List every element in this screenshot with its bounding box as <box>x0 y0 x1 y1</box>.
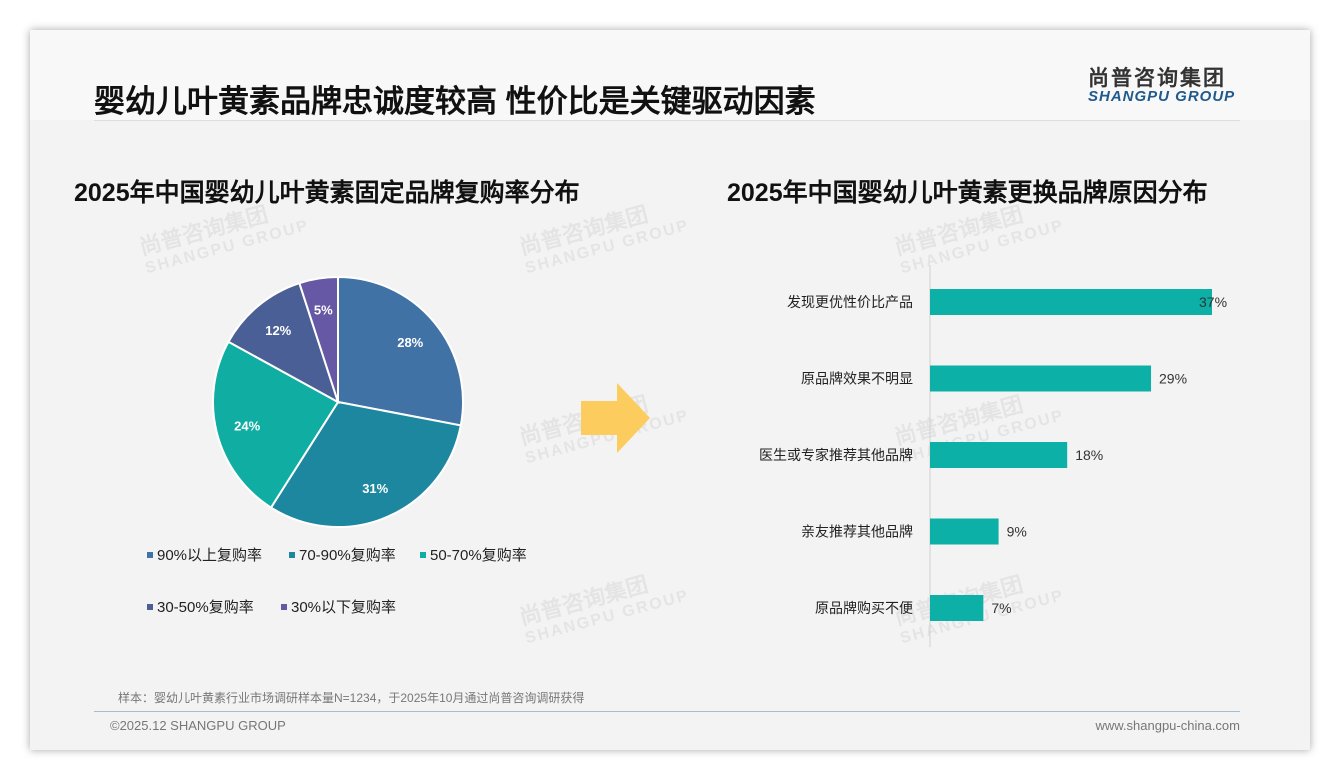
legend-item: 30%以下复购率 <box>281 596 396 617</box>
pie-slice <box>337 275 464 427</box>
copyright: ©2025.12 SHANGPU GROUP <box>110 718 286 733</box>
slide: 婴幼儿叶黄素品牌忠诚度较高 性价比是关键驱动因素 尚普咨询集团 SHANGPU … <box>30 30 1310 750</box>
legend-label: 90%以上复购率 <box>157 547 263 564</box>
bar-chart-title: 2025年中国婴幼儿叶黄素更换品牌原因分布 <box>727 179 1208 207</box>
bar-category-label: 亲友推荐其他品牌 <box>801 524 913 540</box>
pie-data-label: 12% <box>265 323 291 338</box>
right-arrow-icon <box>581 383 650 453</box>
header-divider <box>94 120 1240 121</box>
bar <box>930 595 984 621</box>
bar-category-label: 发现更优性价比产品 <box>787 294 913 310</box>
pie-slice <box>212 340 340 509</box>
charts-canvas: 28% 31% 24% 12% 5% 发现更优性价比产品 37% 原品牌效果不明显 29% 医生或… <box>212 265 1227 647</box>
website-url: www.shangpu-china.com <box>1095 718 1240 733</box>
legend-label: 50-70%复购率 <box>430 547 527 564</box>
sample-note: 样本：婴幼儿叶黄素行业市场调研样本量N=1234，于2025年10月通过尚普咨询… <box>118 691 585 705</box>
pie-slice <box>298 275 339 403</box>
legend-label: 70-90%复购率 <box>299 547 396 564</box>
pie-data-label: 28% <box>397 335 423 350</box>
legend-label: 30%以下复购率 <box>291 599 397 616</box>
bar-data-label: 29% <box>1159 371 1187 387</box>
pie-data-label: 24% <box>234 418 260 433</box>
pie-data-label: 31% <box>362 481 388 496</box>
logo-en: SHANGPU GROUP <box>1088 88 1236 105</box>
pie-chart-title: 2025年中国婴幼儿叶黄素固定品牌复购率分布 <box>74 179 580 207</box>
legend-item: 70-90%复购率 <box>289 544 396 565</box>
bar <box>930 289 1212 315</box>
bar <box>930 442 1068 468</box>
legend-swatch <box>147 603 153 610</box>
legend-swatch <box>289 551 295 558</box>
legend-swatch <box>281 603 287 610</box>
legend-item: 30-50%复购率 <box>147 596 254 617</box>
bar-data-label: 37% <box>1199 294 1227 310</box>
legend-label: 30-50%复购率 <box>157 599 254 616</box>
logo-cn: 尚普咨询集团 <box>1088 67 1226 90</box>
bar-data-label: 9% <box>1007 524 1027 540</box>
legend-swatch <box>420 551 426 558</box>
pie-data-label: 5% <box>314 302 333 317</box>
legend-swatch <box>147 551 153 558</box>
page-title: 婴幼儿叶黄素品牌忠诚度较高 性价比是关键驱动因素 <box>94 84 816 119</box>
bar-category-label: 原品牌购买不便 <box>815 600 913 616</box>
bar <box>930 365 1152 392</box>
bar <box>930 518 999 545</box>
footer-divider <box>94 711 1240 712</box>
bar-data-label: 7% <box>991 600 1011 616</box>
legend-item: 50-70%复购率 <box>420 544 527 565</box>
bar-category-label: 原品牌效果不明显 <box>801 371 913 387</box>
bar-data-label: 18% <box>1075 447 1103 463</box>
header-band <box>30 30 1310 120</box>
pie-slice <box>227 281 340 405</box>
legend-item: 90%以上复购率 <box>147 544 262 565</box>
bar-category-label: 医生或专家推荐其他品牌 <box>759 447 913 463</box>
